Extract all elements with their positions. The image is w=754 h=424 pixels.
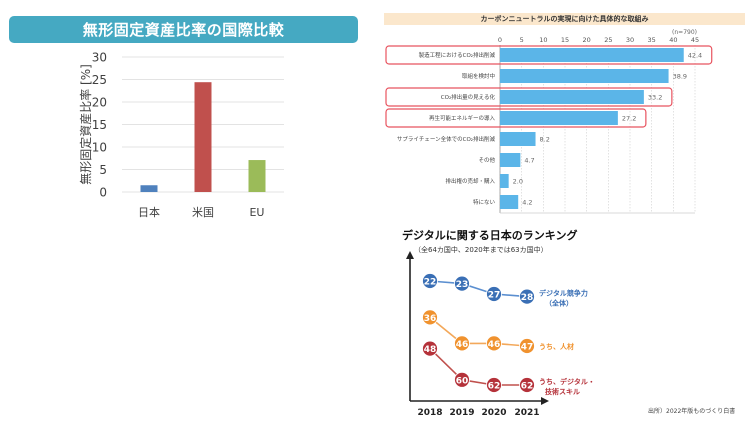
series-label: 技術スキル bbox=[545, 387, 580, 396]
category-label: 取組を検討中 bbox=[462, 72, 495, 80]
rank-value-label: 48 bbox=[424, 345, 437, 355]
x-tick-label: 15 bbox=[561, 36, 569, 44]
rank-marker bbox=[422, 309, 438, 326]
series-label: うち、デジタル・ bbox=[539, 377, 595, 386]
series-line bbox=[429, 280, 528, 298]
category-label: その他 bbox=[478, 156, 495, 164]
value-label: 42.4 bbox=[688, 52, 702, 60]
category-label: 特にない bbox=[473, 198, 496, 206]
bar bbox=[500, 153, 521, 167]
y-tick-label: 0 bbox=[99, 186, 107, 200]
y-tick-label: 5 bbox=[99, 163, 107, 177]
intangible-assets-bar-chart: 0 5 10 15 20 25 30 日本 米国 EU 無形固定資産比率 [%] bbox=[78, 51, 284, 219]
category-label: CO₂排出量の見える化 bbox=[441, 93, 496, 101]
value-label: 2.0 bbox=[513, 178, 523, 186]
x-tick-label: 2018 bbox=[417, 408, 442, 418]
x-tick-label: 米国 bbox=[192, 206, 214, 219]
bar bbox=[500, 174, 509, 188]
x-tick-label: 45 bbox=[691, 36, 699, 44]
bar bbox=[500, 90, 644, 104]
rank-value-label: 36 bbox=[424, 314, 437, 324]
carbon-neutral-bar-chart: (n=790) 0 5 10 15 20 25 30 35 40 45 製造工程におけるCO₂排出削減… bbox=[385, 29, 713, 214]
category-label: サプライチェーン全体でのCO₂排出削減 bbox=[397, 135, 496, 143]
series-line bbox=[429, 348, 527, 386]
bar bbox=[500, 111, 618, 125]
rank-marker bbox=[454, 371, 470, 388]
value-label: 33.2 bbox=[648, 94, 662, 102]
series-line bbox=[429, 316, 528, 347]
value-label: 38.9 bbox=[673, 73, 687, 81]
rank-marker bbox=[486, 335, 502, 352]
y-tick-label: 20 bbox=[92, 96, 107, 110]
rank-value-label: 62 bbox=[488, 382, 501, 392]
y-axis-arrow-head bbox=[406, 251, 414, 259]
y-tick-label: 30 bbox=[92, 51, 107, 65]
bar bbox=[500, 69, 669, 83]
rank-marker bbox=[486, 286, 502, 302]
bar bbox=[500, 132, 536, 146]
value-label: 8.2 bbox=[540, 136, 550, 144]
x-tick-label: 0 bbox=[498, 36, 502, 44]
value-label: 27.2 bbox=[622, 115, 636, 123]
x-tick-label: 日本 bbox=[138, 205, 160, 219]
x-tick-label: 40 bbox=[669, 36, 677, 44]
rank-value-label: 60 bbox=[456, 376, 469, 386]
rank-marker bbox=[454, 275, 470, 292]
rank-value-label: 47 bbox=[521, 343, 534, 353]
y-axis-label: 無形固定資産比率 [%] bbox=[78, 64, 93, 185]
y-tick-label: 25 bbox=[92, 73, 107, 87]
ranking-subtitle: （全64カ国中、2020年までは63カ国中） bbox=[414, 245, 548, 254]
x-tick-label: 2019 bbox=[449, 408, 474, 418]
sample-size-note: (n=790) bbox=[672, 29, 697, 36]
rank-value-label: 46 bbox=[456, 340, 469, 350]
rank-value-label: 22 bbox=[424, 278, 437, 288]
rank-marker bbox=[486, 377, 502, 393]
x-tick-label: 2021 bbox=[514, 408, 539, 418]
chart-title-carbon-neutral: カーボンニュートラルの実現に向けた具体的な取組み bbox=[384, 13, 745, 25]
x-tick-label: 35 bbox=[648, 36, 656, 44]
category-label: 再生可能エネルギーの導入 bbox=[429, 114, 496, 122]
rank-value-label: 27 bbox=[488, 291, 501, 301]
x-tick-label: 2020 bbox=[481, 408, 506, 418]
bar-米国 bbox=[194, 82, 212, 192]
rank-marker bbox=[519, 288, 535, 305]
rank-marker bbox=[519, 377, 535, 393]
y-tick-label: 15 bbox=[92, 118, 107, 132]
x-tick-label: 10 bbox=[539, 36, 547, 44]
source-note: 出所）2022年版ものづくり白書 bbox=[648, 408, 736, 415]
rank-value-label: 28 bbox=[521, 293, 534, 303]
rank-value-label: 23 bbox=[456, 280, 469, 290]
category-label: 製造工程におけるCO₂排出削減 bbox=[419, 51, 496, 59]
series-label: うち、人材 bbox=[539, 342, 574, 351]
series-label: デジタル競争力 bbox=[539, 289, 588, 298]
bar-日本 bbox=[140, 185, 158, 192]
x-tick-label: 30 bbox=[626, 36, 634, 44]
chart-title-intangible-assets: 無形固定資産比率の国際比較 bbox=[9, 16, 358, 43]
rank-marker bbox=[422, 273, 438, 289]
x-axis-arrow-head bbox=[541, 397, 549, 405]
highlight-box bbox=[385, 87, 673, 107]
rank-value-label: 62 bbox=[521, 382, 534, 392]
ranking-title: デジタルに関する日本のランキング bbox=[402, 228, 577, 242]
y-tick-label: 10 bbox=[92, 141, 107, 155]
x-tick-label: 25 bbox=[604, 36, 612, 44]
highlight-box bbox=[385, 108, 647, 128]
bar-EU bbox=[248, 160, 266, 192]
x-tick-label: EU bbox=[249, 206, 264, 219]
rank-marker bbox=[519, 338, 535, 354]
series-label: （全体） bbox=[545, 299, 573, 308]
rank-marker bbox=[454, 335, 470, 352]
digital-ranking-line-chart: デジタルに関する日本のランキング （全64カ国中、2020年までは63カ国中） 20… bbox=[402, 228, 595, 418]
rank-marker bbox=[422, 340, 438, 357]
highlight-box bbox=[385, 45, 713, 65]
bar bbox=[500, 195, 519, 209]
bar bbox=[500, 48, 684, 62]
value-label: 4.2 bbox=[522, 199, 532, 207]
rank-value-label: 46 bbox=[488, 340, 501, 350]
x-tick-label: 20 bbox=[583, 36, 591, 44]
x-tick-label: 5 bbox=[520, 36, 524, 44]
value-label: 4.7 bbox=[524, 157, 534, 165]
category-label: 排出権の売却・購入 bbox=[445, 177, 495, 185]
